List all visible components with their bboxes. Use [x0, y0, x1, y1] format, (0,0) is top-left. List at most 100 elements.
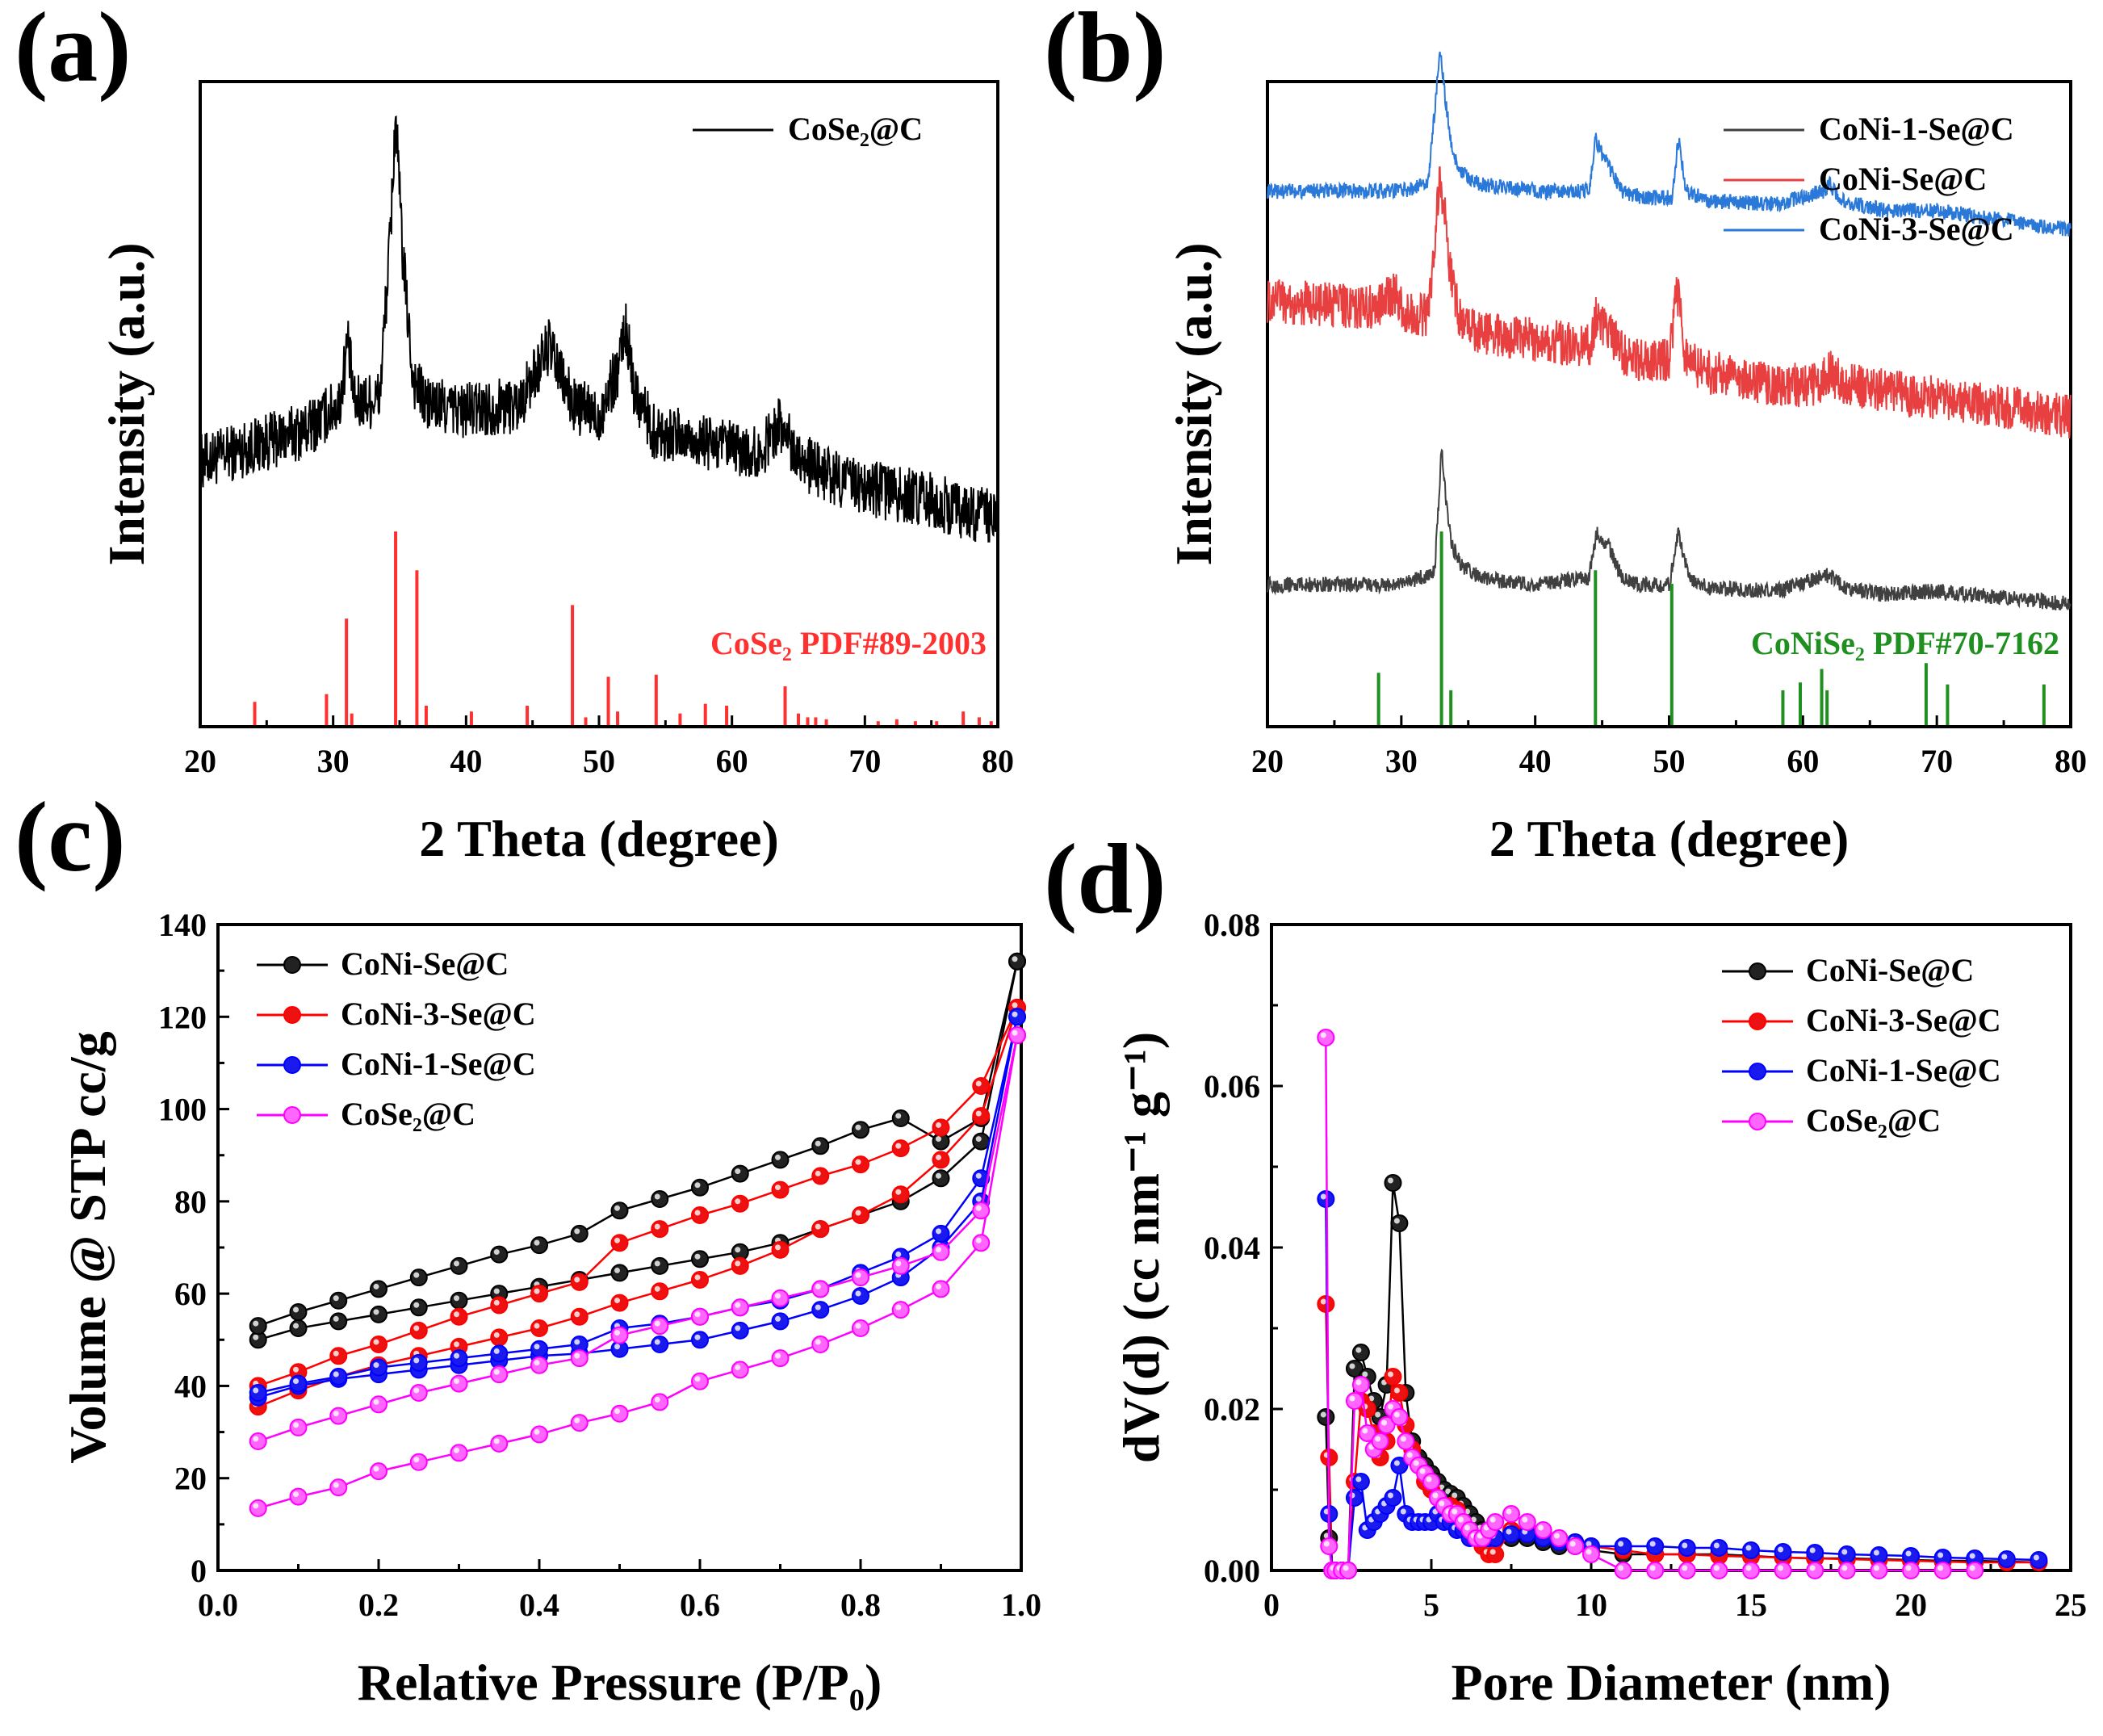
marker-highlight: [654, 1396, 660, 1403]
marker-highlight: [895, 1189, 902, 1195]
x-tick-label: 5: [1423, 1587, 1439, 1623]
marker-highlight: [1343, 1565, 1349, 1571]
data-point: [249, 1499, 267, 1517]
data-point: [1384, 1489, 1402, 1507]
data-point: [1582, 1545, 1600, 1563]
data-point: [1646, 1562, 1665, 1579]
marker-highlight: [694, 1182, 701, 1189]
legend-marker: [283, 1006, 301, 1024]
legend-marker: [283, 956, 301, 974]
marker-highlight: [1012, 1011, 1018, 1017]
data-point: [1486, 1545, 1505, 1563]
data-point: [1774, 1543, 1792, 1561]
data-point: [329, 1478, 348, 1497]
data-point: [731, 1298, 749, 1317]
x-tick-label: 40: [1519, 743, 1552, 779]
marker-highlight: [1745, 1545, 1752, 1551]
marker-highlight: [534, 1428, 540, 1435]
marker-highlight: [1355, 1379, 1362, 1386]
legend-marker: [1749, 1063, 1766, 1080]
data-point: [932, 1243, 950, 1261]
marker-highlight: [413, 1387, 420, 1394]
marker-highlight: [493, 1299, 500, 1306]
data-point: [651, 1256, 669, 1275]
marker-highlight: [1841, 1565, 1848, 1571]
data-point: [289, 1487, 308, 1506]
marker-highlight: [815, 1223, 821, 1230]
y-tick-label: 60: [174, 1276, 207, 1312]
x-tick-label: 15: [1735, 1587, 1767, 1623]
marker-highlight: [694, 1210, 701, 1216]
data-point: [1806, 1544, 1824, 1562]
marker-highlight: [1439, 1484, 1445, 1491]
data-point: [651, 1336, 669, 1353]
marker-highlight: [1778, 1546, 1784, 1553]
marker-highlight: [1873, 1565, 1879, 1571]
marker-highlight: [775, 1244, 781, 1251]
x-tick-label: 25: [2055, 1587, 2087, 1623]
marker-highlight: [373, 1362, 379, 1369]
marker-highlight: [735, 1198, 741, 1205]
marker-highlight: [1586, 1549, 1592, 1555]
data-point: [1345, 1392, 1364, 1410]
data-point: [891, 1109, 910, 1127]
data-point: [570, 1349, 589, 1368]
data-point: [370, 1462, 388, 1481]
legend-label: CoSe₂@C: [341, 1096, 475, 1132]
data-point: [771, 1180, 790, 1199]
marker-highlight: [936, 1228, 941, 1235]
marker-highlight: [735, 1168, 741, 1175]
data-point: [329, 1407, 348, 1425]
data-point: [570, 1273, 589, 1291]
marker-highlight: [1618, 1565, 1624, 1571]
data-point: [409, 1353, 428, 1372]
data-point: [570, 1307, 589, 1326]
marker-highlight: [855, 1159, 861, 1165]
data-point: [731, 1164, 749, 1183]
x-tick-label: 70: [1921, 743, 1953, 779]
marker-highlight: [574, 1228, 580, 1235]
marker-highlight: [1969, 1553, 1975, 1559]
marker-highlight: [534, 1323, 540, 1329]
marker-highlight: [1320, 1032, 1326, 1038]
data-point: [651, 1220, 669, 1239]
legend-label: CoSe₂@C: [1806, 1102, 1941, 1138]
data-point: [409, 1321, 428, 1340]
data-point: [972, 1132, 991, 1151]
marker-highlight: [1426, 1476, 1432, 1482]
marker-highlight: [815, 1170, 821, 1176]
marker-highlight: [855, 1210, 861, 1216]
legend-label: CoNi-3-Se@C: [1819, 211, 2014, 247]
data-point: [1837, 1545, 1856, 1563]
marker-highlight: [936, 1247, 941, 1253]
marker-highlight: [1387, 1403, 1393, 1410]
marker-highlight: [253, 1387, 259, 1394]
data-point: [530, 1356, 548, 1374]
marker-highlight: [373, 1309, 379, 1315]
y-axis-title: Intensity (a.u.): [1165, 242, 1222, 565]
marker-highlight: [1387, 1492, 1393, 1499]
data-point: [1870, 1562, 1888, 1579]
marker-highlight: [654, 1339, 660, 1345]
marker-highlight: [454, 1260, 459, 1267]
marker-highlight: [1349, 1363, 1355, 1369]
marker-highlight: [654, 1223, 660, 1230]
y-tick-label: 0.02: [1204, 1391, 1260, 1428]
x-tick-label: 20: [184, 743, 216, 779]
y-tick-label: 0.06: [1204, 1068, 1260, 1105]
data-point: [329, 1368, 348, 1386]
legend-label: CoNi-1-Se@C: [1806, 1052, 2001, 1088]
data-point: [530, 1425, 548, 1444]
data-point: [731, 1256, 749, 1275]
marker-highlight: [815, 1140, 821, 1147]
data-point: [932, 1169, 950, 1188]
y-tick-label: 0.08: [1204, 907, 1260, 943]
marker-highlight: [1618, 1541, 1624, 1547]
data-point: [409, 1268, 428, 1287]
data-point: [731, 1321, 749, 1340]
marker-highlight: [735, 1364, 741, 1370]
data-point: [450, 1291, 468, 1310]
y-tick-label: 0: [191, 1553, 207, 1589]
marker-highlight: [1400, 1436, 1406, 1442]
